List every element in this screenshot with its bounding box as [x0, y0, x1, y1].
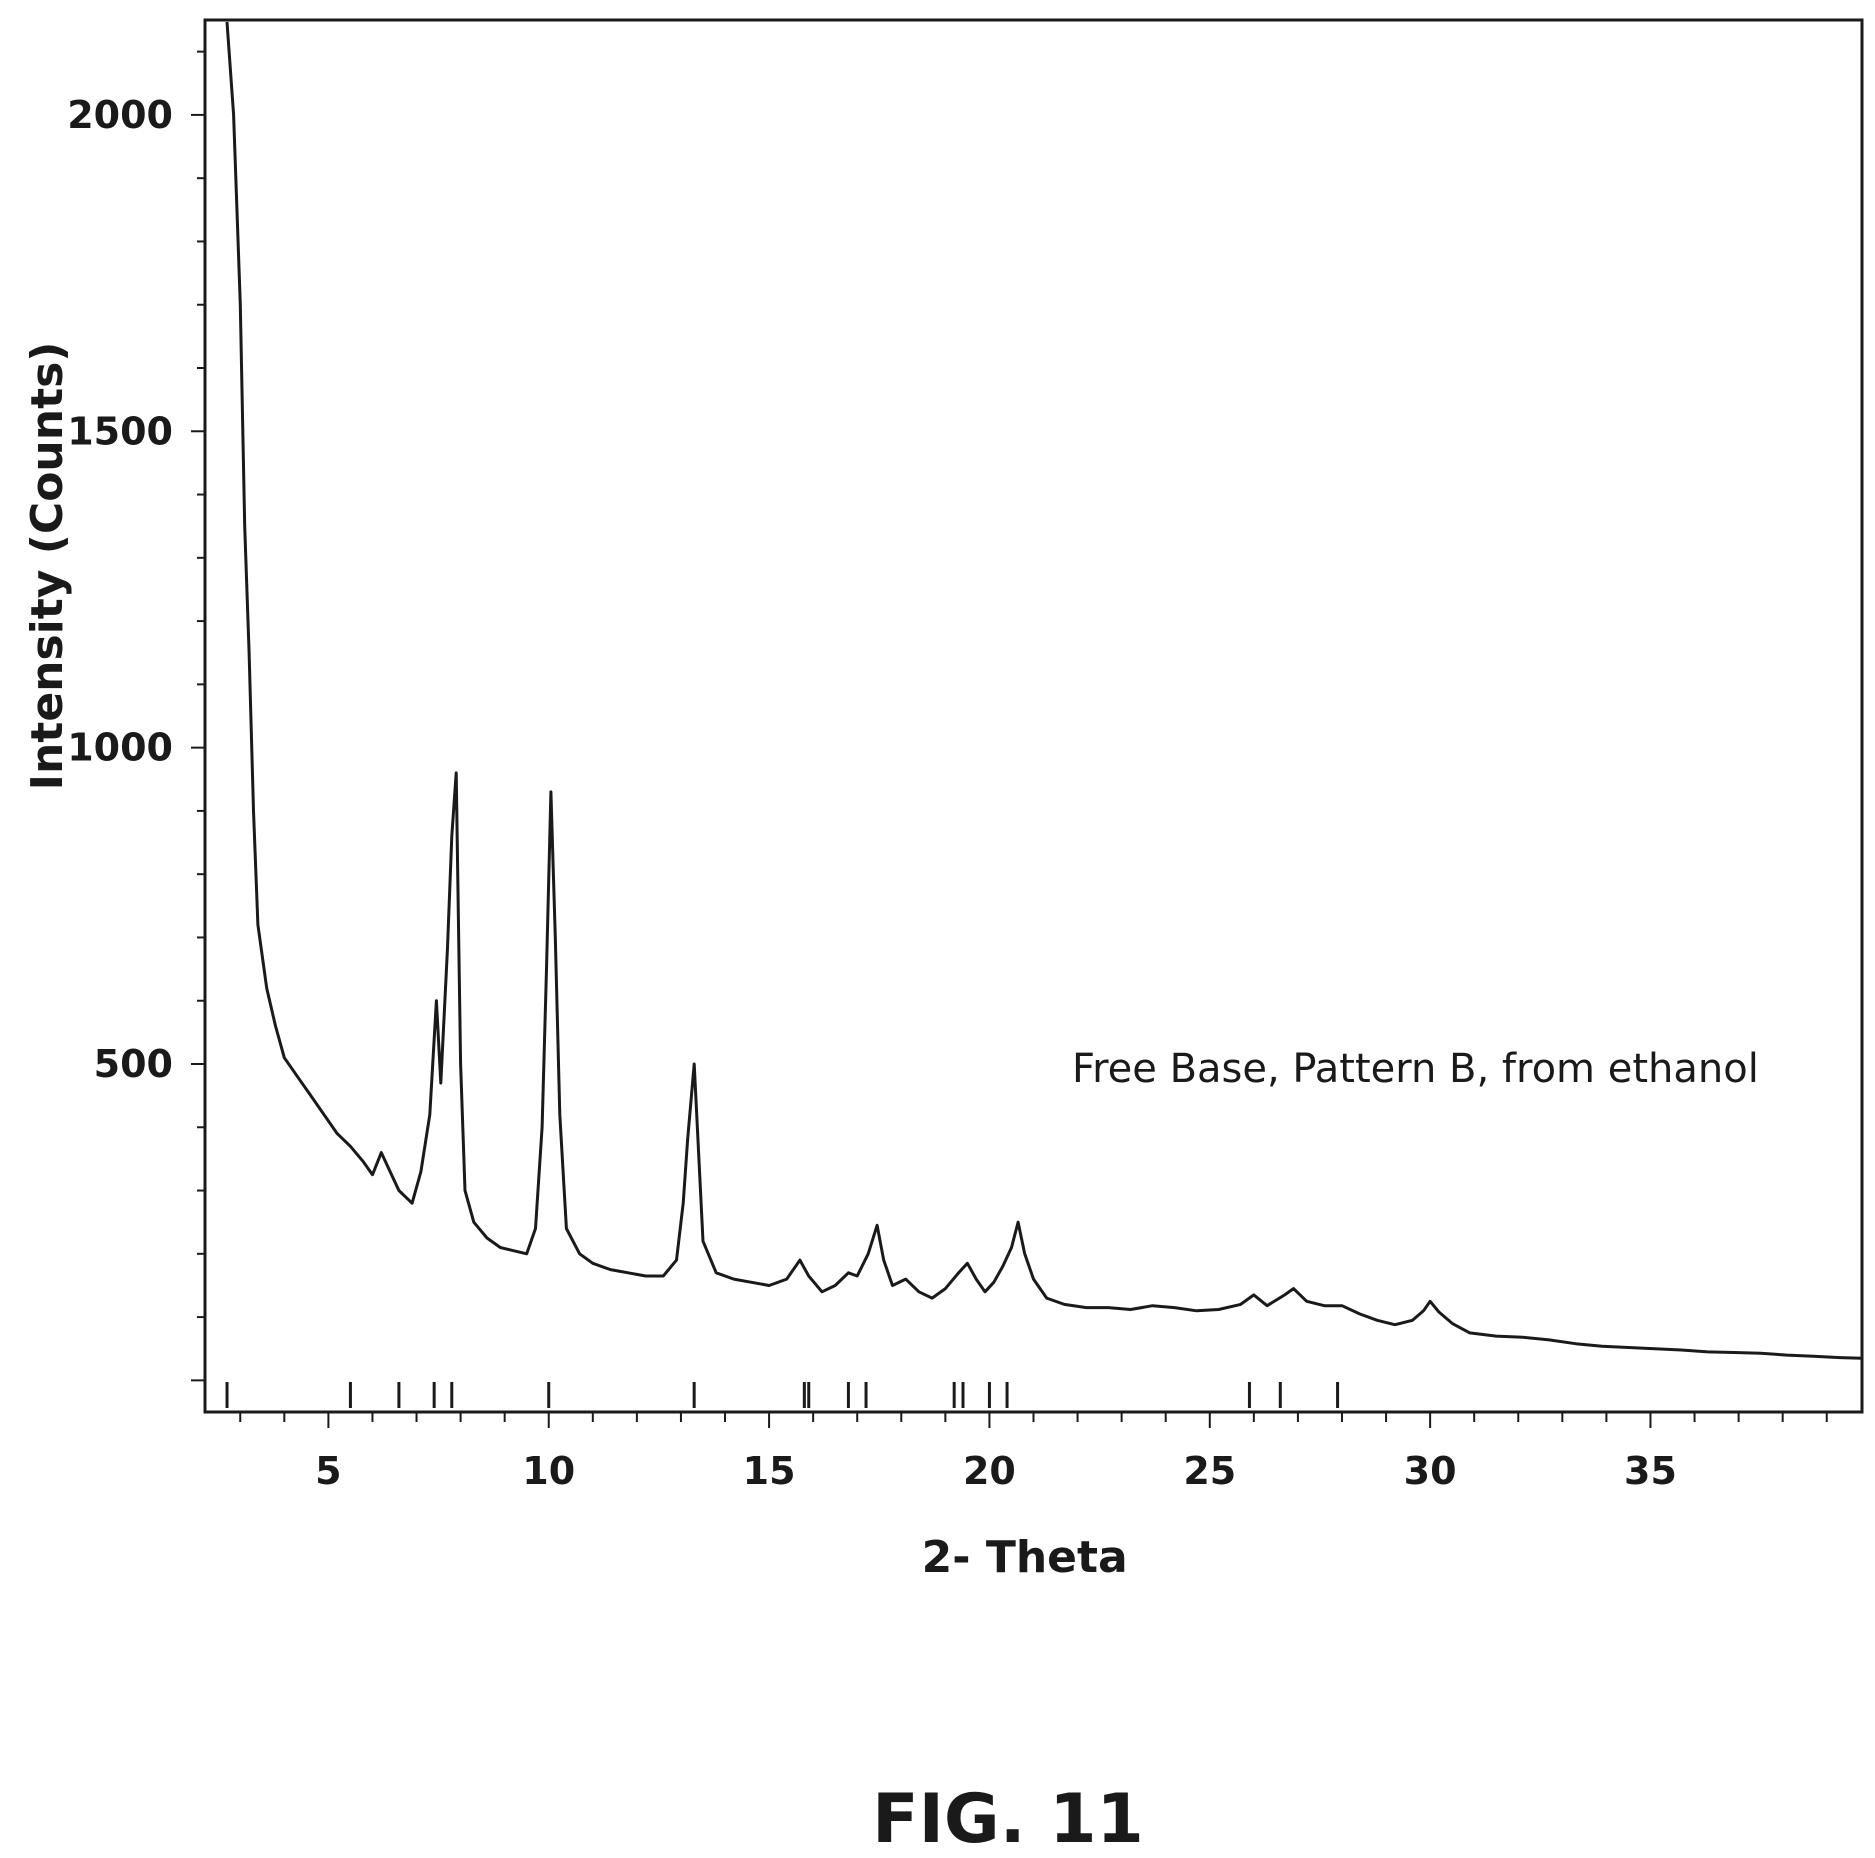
y-axis-ticks: 500 1000 1500 2000 [67, 50, 205, 1382]
figure-caption: FIG. 11 [872, 1780, 1144, 1858]
reference-peak-markers [225, 1382, 1340, 1408]
x-tick-label: 25 [1183, 1449, 1236, 1493]
y-axis-title: Intensity (Counts) [22, 342, 73, 791]
diffraction-pattern-line [225, 21, 1863, 1360]
y-tick-label: 1500 [67, 409, 173, 453]
y-tick-label: 1000 [67, 726, 173, 770]
plot-frame [203, 18, 1864, 1414]
y-tick-label: 2000 [67, 93, 173, 137]
x-tick-label: 30 [1404, 1449, 1457, 1493]
x-axis-ticks: 5 10 15 20 25 30 35 [239, 1412, 1828, 1493]
x-tick-label: 15 [743, 1449, 796, 1493]
y-tick-label: 500 [94, 1042, 173, 1086]
chart-annotation: Free Base, Pattern B, from ethanol [1072, 1046, 1759, 1092]
x-tick-label: 10 [522, 1449, 575, 1493]
x-tick-label: 5 [315, 1449, 341, 1493]
x-axis-title: 2- Theta [922, 1532, 1128, 1583]
x-tick-label: 20 [963, 1449, 1016, 1493]
x-tick-label: 35 [1624, 1449, 1677, 1493]
